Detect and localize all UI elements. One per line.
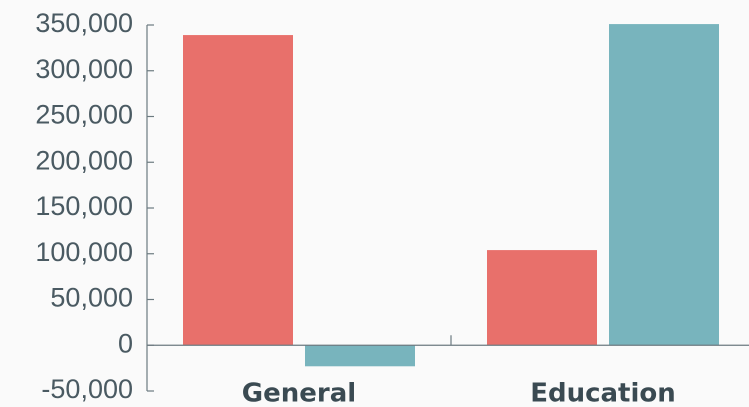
x-tick-label: Education [530,379,676,407]
x-tick-label: General [242,379,356,407]
y-tick-label: -50,000 [41,374,133,404]
bar [609,24,719,346]
y-tick-label: 350,000 [35,8,133,38]
y-tick-label: 0 [118,328,133,358]
bar [487,250,597,346]
y-tick-label: 250,000 [35,100,133,130]
bar [305,345,415,367]
y-tick-label: 150,000 [35,191,133,221]
y-tick-label: 50,000 [50,283,133,313]
y-tick-label: 300,000 [35,54,133,84]
bar [183,35,293,346]
y-tick-label: 200,000 [35,145,133,175]
y-tick-label: 100,000 [35,237,133,267]
